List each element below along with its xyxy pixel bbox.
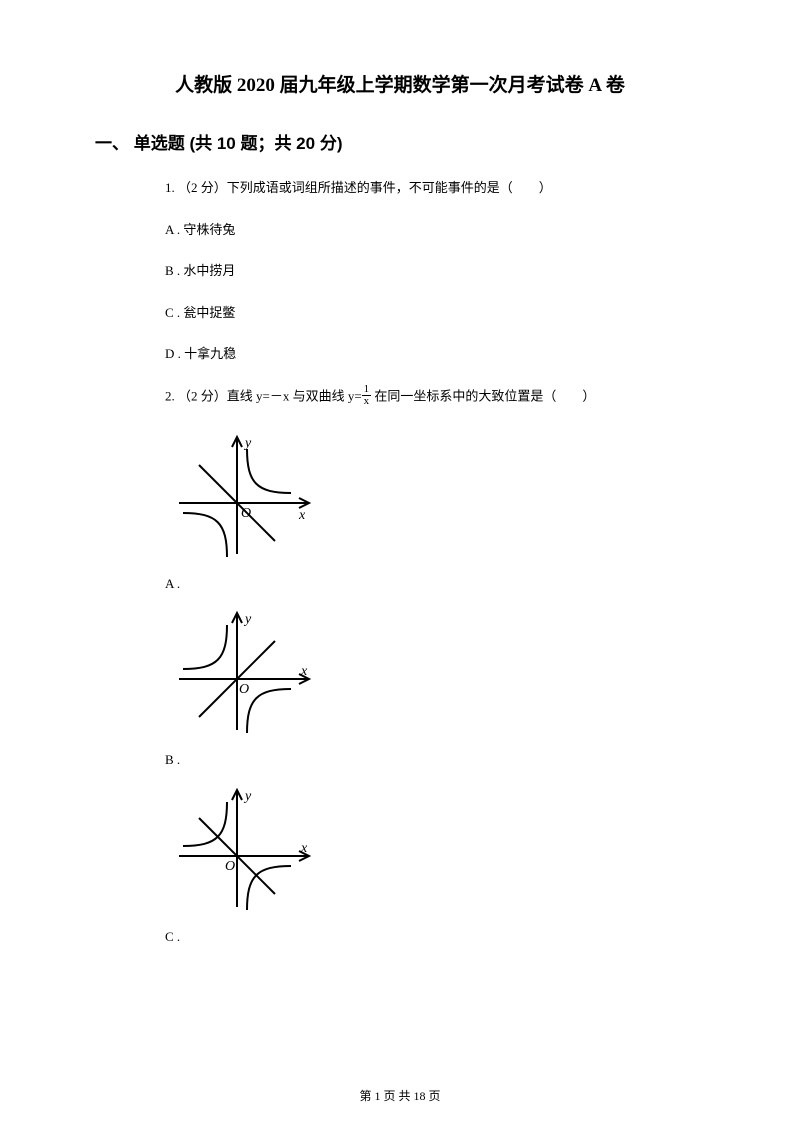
svg-text:O: O [241,506,251,521]
q2-option-c: C . [165,927,705,947]
q1-option-d: D . 十拿九稳 [165,344,705,364]
q1-option-b: B . 水中捞月 [165,261,705,281]
fraction: 1x [362,384,372,407]
fraction-den: x [362,396,372,407]
q1-option-a: A . 守株待兔 [165,220,705,240]
q2-option-a: A . [165,574,705,594]
svg-text:y: y [243,436,252,451]
svg-text:x: x [298,508,306,523]
page-footer: 第 1 页 共 18 页 [0,1087,800,1104]
q1-stem: 1. （2 分）下列成语或词组所描述的事件，不可能事件的是（ ） [165,178,705,198]
svg-text:O: O [225,859,235,874]
question-block: 1. （2 分）下列成语或词组所描述的事件，不可能事件的是（ ） A . 守株待… [95,178,705,946]
q2-option-b: B . [165,750,705,770]
q2-stem-post: 在同一坐标系中的大致位置是（ ） [371,388,595,403]
fraction-num: 1 [362,384,372,396]
svg-text:x: x [300,664,308,679]
svg-text:y: y [243,612,252,627]
svg-text:O: O [239,682,249,697]
svg-text:x: x [300,841,308,856]
q2-graph-b: y x O [165,607,705,742]
q2-stem: 2. （2 分）直线 y=－x 与双曲线 y=1x 在同一坐标系中的大致位置是（… [165,386,705,409]
page-title: 人教版 2020 届九年级上学期数学第一次月考试卷 A 卷 [95,70,705,97]
q2-stem-pre: 2. （2 分）直线 y=－x 与双曲线 y= [165,388,362,403]
svg-text:y: y [243,789,252,804]
q2-graph-c: y x O [165,784,705,919]
section-heading: 一、 单选题 (共 10 题；共 20 分) [95,129,705,154]
q1-option-c: C . 瓮中捉鳖 [165,303,705,323]
q2-graph-a: y x O [165,431,705,566]
